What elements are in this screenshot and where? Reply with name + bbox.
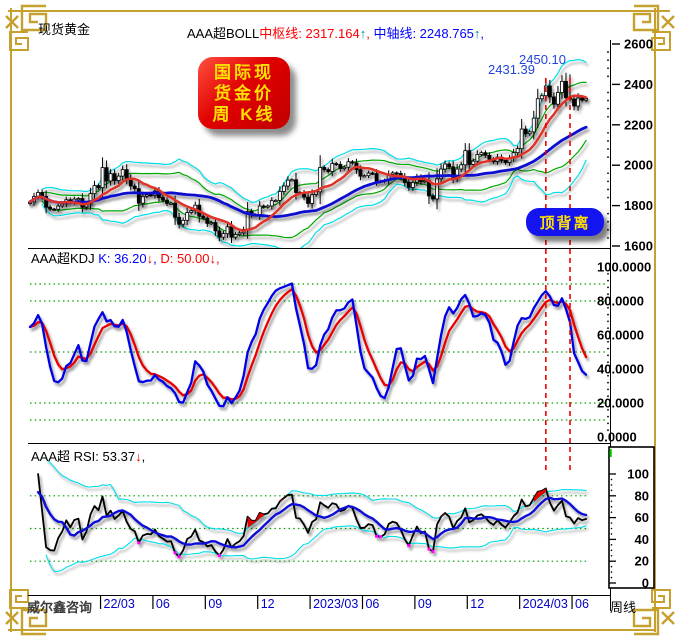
svg-text:1600: 1600 [624,239,653,254]
rsi-value: AAA超 RSI: 53.37 [31,449,136,464]
watermark-label: 威尔鑫咨询 [27,600,93,615]
boll-axis-value: 中轴线: 2248.765 [373,26,474,41]
down-arrow-icon: ↓ [135,449,142,464]
svg-text:80.0000: 80.0000 [597,294,644,309]
boll-separator: , [480,26,485,41]
period-label: 周线 [610,600,637,615]
kd-separator: , [216,251,220,266]
down-arrow-icon: ↓ [209,251,217,266]
svg-text:2600: 2600 [624,37,653,52]
svg-text:09: 09 [418,597,432,611]
svg-text:1800: 1800 [624,198,653,213]
svg-text:0: 0 [642,576,649,591]
up-arrow-icon: ↑ [473,26,481,41]
svg-text:2023/03: 2023/03 [313,597,358,611]
svg-text:60: 60 [635,510,649,525]
boll-mid-value: 中枢线: 2317.164 [259,26,360,41]
stamp-line: 国际现 [214,62,274,82]
svg-text:20.0000: 20.0000 [597,396,644,411]
boll-prefix: AAA超BOLL [187,26,260,41]
svg-text:12: 12 [470,597,484,611]
svg-text:12: 12 [261,597,275,611]
svg-text:100: 100 [627,467,649,482]
svg-text:22/03: 22/03 [104,597,135,611]
kd-prefix: AAA超KDJ [31,251,99,266]
d-value: D: 50.00 [160,251,210,266]
instrument-name: 现货黄金 [38,22,91,37]
svg-text:60.0000: 60.0000 [597,328,644,343]
price-annotation: 2450.10 [519,52,566,67]
rsi-indicator-header: AAA超 RSI: 53.37↓, [31,446,145,465]
divergence-label: 顶背离 [539,214,591,232]
svg-text:40.0000: 40.0000 [597,362,644,377]
up-arrow-icon: ↑ [359,26,367,41]
rsi-separator: , [141,449,146,464]
boll-indicator-header: AAA超BOLL中枢线: 2317.164↑, 中轴线: 2248.765↑, [187,23,484,42]
boll-separator: , [366,26,374,41]
svg-text:2000: 2000 [624,158,653,173]
kd-indicator-header: AAA超KDJ K: 36.20↓, D: 50.00↓, [31,248,220,267]
price-annotation: 2431.39 [488,62,535,77]
kd-separator: , [153,251,161,266]
stamp-line: 周 K线 [212,104,276,124]
svg-text:2024/03: 2024/03 [523,597,568,611]
svg-text:80: 80 [635,488,649,503]
svg-text:09: 09 [208,597,222,611]
svg-text:0.0000: 0.0000 [597,430,637,445]
top-divergence-badge[interactable]: 顶背离 [526,208,604,236]
svg-text:100.0000: 100.0000 [597,260,651,275]
instrument-stamp-badge[interactable]: 国际现 货金价 周 K线 [198,57,290,129]
k-value: K: 36.20 [98,251,147,266]
down-arrow-icon: ↓ [146,251,154,266]
svg-text:06: 06 [365,597,379,611]
svg-text:2200: 2200 [624,117,653,132]
svg-text:40: 40 [635,532,649,547]
svg-text:06: 06 [575,597,589,611]
svg-text:06: 06 [156,597,170,611]
svg-text:20: 20 [635,554,649,569]
stamp-line: 货金价 [214,83,274,103]
svg-text:2400: 2400 [624,77,653,92]
